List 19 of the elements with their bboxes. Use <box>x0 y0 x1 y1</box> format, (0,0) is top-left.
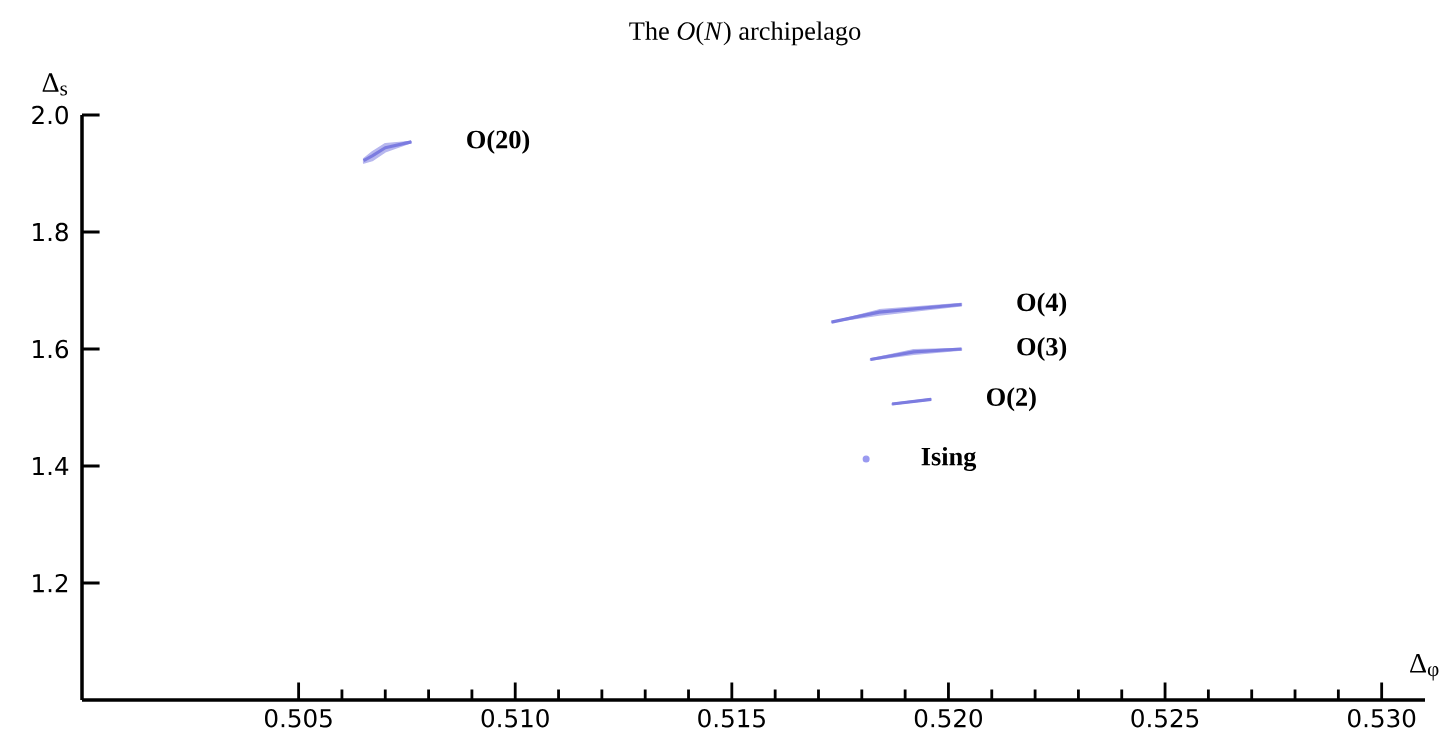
y-tick-label: 1.4 <box>33 457 69 475</box>
y-tick-label: 1.6 <box>33 339 69 359</box>
x-tick-label: 0.505 <box>265 708 332 728</box>
annotation: Ising <box>921 446 977 472</box>
annotation: O(3) <box>1017 337 1067 361</box>
x-tick-label: 0.525 <box>1131 708 1199 728</box>
x-axis-title: Δ$_{φ}$ <box>1410 653 1439 681</box>
y-tick-label: 1.8 <box>33 222 68 242</box>
annotation: O(20) <box>467 129 530 154</box>
x-tick-label: 0.530 <box>1348 708 1416 728</box>
y-tick-label: 2.0 <box>32 105 68 125</box>
annotation: O(2) <box>986 387 1036 412</box>
annotation: O(4) <box>1017 292 1067 317</box>
y-axis-title: Δ$_{s}$ <box>42 73 68 96</box>
chart-title: The O(N) archipelago <box>629 21 861 46</box>
x-tick-label: 0.515 <box>698 708 765 728</box>
x-tick-label: 0.510 <box>481 708 549 728</box>
y-tick-label: 1.2 <box>33 573 68 593</box>
x-tick-label: 0.520 <box>914 708 982 728</box>
